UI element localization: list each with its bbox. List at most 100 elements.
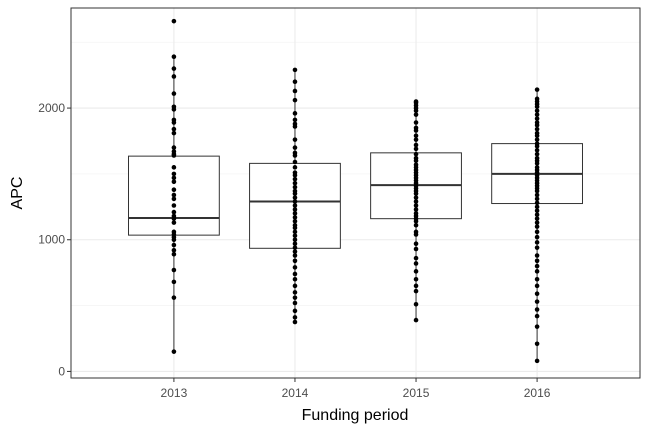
data-point-2013 [171,295,177,300]
data-point-2016 [534,87,540,92]
data-point-2014 [292,300,298,306]
data-point-2015 [413,283,419,289]
data-point-2014 [292,137,298,142]
data-point-2014 [292,153,298,158]
data-point-2014 [292,145,298,150]
data-point-2016 [534,358,540,364]
data-point-2015 [413,219,419,224]
data-point-2013 [171,196,177,202]
data-point-2014 [292,97,298,103]
data-point-2016 [534,240,540,245]
data-point-2016 [534,224,540,229]
x-axis-title: Funding period [302,407,409,424]
data-point-2013 [171,349,177,354]
data-point-2014 [292,180,298,186]
data-point-2014 [292,237,298,243]
data-point-2013 [171,18,177,24]
data-point-2014 [292,117,298,123]
data-point-2015 [413,191,419,196]
data-point-2013 [171,91,177,96]
data-point-2014 [292,229,298,235]
y-tick-label: 1000 [38,233,65,247]
data-point-2016 [534,122,540,128]
data-point-2014 [292,253,298,258]
x-tick-label: 2014 [282,386,309,400]
x-tick-label: 2015 [403,386,430,400]
data-point-2015 [413,142,419,148]
data-point-2016 [534,188,540,194]
data-point-2016 [534,220,540,225]
data-point-2013 [171,251,177,257]
data-point-2013 [171,107,177,112]
data-point-2015 [413,133,419,139]
data-point-2014 [292,233,298,239]
data-point-2014 [292,67,298,73]
data-point-2016 [534,313,540,319]
data-point-2015 [413,199,419,204]
data-point-2016 [534,234,540,240]
data-point-2016 [534,204,540,210]
data-point-2014 [292,191,298,196]
data-point-2016 [534,253,540,258]
data-point-2015 [413,301,419,307]
data-point-2014 [292,199,298,204]
data-point-2013 [171,74,177,79]
data-points [171,18,540,364]
data-point-2016 [534,143,540,149]
data-point-2016 [534,196,540,202]
data-point-2016 [534,161,540,166]
data-point-2015 [413,151,419,157]
data-point-2013 [171,247,177,253]
data-point-2015 [413,317,419,323]
data-point-2014 [292,165,298,170]
data-point-2013 [171,242,177,248]
y-tick-label: 0 [58,364,65,378]
data-point-2013 [171,66,177,71]
data-point-2016 [534,208,540,214]
data-point-2014 [292,211,298,216]
data-point-2016 [534,147,540,153]
y-tick-label: 2000 [38,101,65,115]
data-point-2013 [171,209,177,215]
data-point-2013 [171,153,177,158]
data-point-2016 [534,269,540,274]
data-point-2016 [534,307,540,312]
data-point-2013 [171,171,177,177]
x-tick-label: 2013 [161,386,188,400]
data-point-2014 [292,184,298,190]
data-point-2015 [413,207,419,212]
data-point-2013 [171,145,177,150]
x-tick-label: 2016 [524,386,551,400]
data-point-2016 [534,116,540,121]
data-point-2016 [534,126,540,132]
data-point-2016 [534,263,540,269]
data-point-2014 [292,283,298,289]
data-point-2014 [292,88,298,94]
data-point-2014 [292,249,298,254]
data-point-2016 [534,216,540,221]
data-point-2013 [171,165,177,170]
data-point-2014 [292,265,298,270]
data-point-2014 [292,79,298,85]
data-point-2015 [413,108,419,114]
data-point-2014 [292,276,298,282]
data-point-2015 [413,195,419,200]
data-point-2015 [413,112,419,117]
data-point-2015 [413,137,419,142]
data-point-2014 [292,258,298,264]
data-point-2015 [413,232,419,237]
data-point-2014 [292,219,298,224]
data-point-2014 [292,308,298,314]
data-point-2014 [292,245,298,250]
data-point-2016 [534,229,540,235]
data-point-2015 [413,276,419,282]
data-point-2016 [534,258,540,264]
data-point-2016 [534,192,540,198]
data-point-2015 [413,255,419,261]
data-point-2015 [413,288,419,294]
data-point-2013 [171,179,177,185]
data-point-2015 [413,246,419,252]
data-point-2015 [413,158,419,164]
data-point-2015 [413,269,419,274]
data-point-2015 [413,261,419,266]
